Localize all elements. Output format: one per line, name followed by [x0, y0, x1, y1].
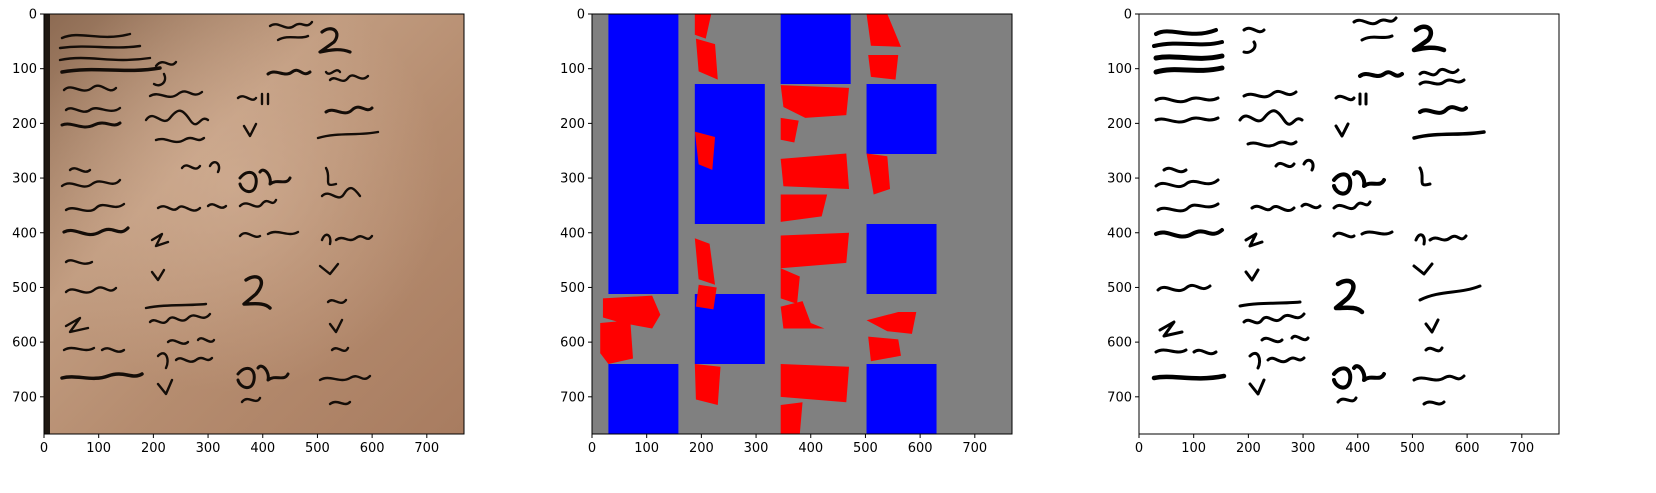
- photo-panel: [43, 13, 465, 435]
- y-tick-label: 100: [560, 62, 585, 77]
- y-tick-label: 500: [12, 281, 37, 296]
- red-region: [866, 14, 901, 47]
- red-region: [694, 14, 712, 39]
- y-tick-label: 700: [560, 390, 585, 405]
- red-region: [694, 238, 716, 285]
- y-tick-label: 500: [560, 281, 585, 296]
- red-region: [780, 268, 800, 304]
- blue-region: [866, 84, 937, 154]
- x-tick-label: 500: [1400, 441, 1425, 456]
- red-region: [694, 131, 716, 170]
- y-tick-label: 700: [1107, 390, 1132, 405]
- x-tick-label: 300: [196, 441, 221, 456]
- x-tick-label: 200: [1236, 441, 1261, 456]
- red-region: [780, 153, 850, 189]
- y-tick-label: 600: [560, 336, 585, 351]
- x-tick-label: 300: [1291, 441, 1316, 456]
- blue-region: [866, 224, 937, 294]
- red-region: [780, 402, 803, 434]
- binary-panel: [1138, 13, 1560, 435]
- red-region: [695, 284, 717, 310]
- x-tick-label: 100: [634, 441, 659, 456]
- y-tick-label: 0: [29, 8, 37, 23]
- x-tick-label: 600: [1455, 441, 1480, 456]
- x-tick-label: 100: [1181, 441, 1206, 456]
- blue-region: [608, 14, 679, 294]
- x-tick-label: 200: [689, 441, 714, 456]
- y-tick-label: 300: [12, 172, 37, 187]
- blue-region: [866, 364, 937, 434]
- x-tick-label: 500: [305, 441, 330, 456]
- x-tick-label: 600: [360, 441, 385, 456]
- blue-region: [780, 14, 851, 84]
- red-region: [780, 85, 850, 118]
- blue-region: [608, 364, 679, 434]
- red-region: [600, 320, 634, 364]
- y-tick-label: 400: [560, 226, 585, 241]
- red-region: [780, 301, 825, 329]
- x-tick-label: 0: [588, 441, 596, 456]
- axis-ticks: 0 100 200 300 400 500 600 700 0 100 200 300 400 500 60…: [12, 8, 1534, 457]
- y-tick-label: 700: [12, 390, 37, 405]
- x-tick-label: 400: [798, 441, 823, 456]
- y-tick-label: 400: [1107, 226, 1132, 241]
- y-tick-label: 200: [560, 117, 585, 132]
- y-tick-label: 100: [1107, 62, 1132, 77]
- red-region: [602, 295, 661, 329]
- y-tick-label: 200: [12, 117, 37, 132]
- x-tick-label: 200: [141, 441, 166, 456]
- y-tick-label: 500: [1107, 281, 1132, 296]
- mask-panel: [591, 13, 1013, 435]
- y-tick-label: 400: [12, 226, 37, 241]
- x-tick-label: 0: [1135, 441, 1143, 456]
- y-tick-label: 300: [560, 172, 585, 187]
- y-tick-label: 200: [1107, 117, 1132, 132]
- red-region: [694, 364, 721, 406]
- y-tick-label: 600: [12, 336, 37, 351]
- red-region: [695, 38, 718, 80]
- y-tick-label: 0: [1124, 8, 1132, 23]
- handwriting-binary: [1151, 16, 1486, 406]
- y-tick-label: 600: [1107, 336, 1132, 351]
- red-region: [780, 117, 799, 143]
- x-tick-label: 700: [1509, 441, 1534, 456]
- x-tick-label: 100: [86, 441, 111, 456]
- x-tick-label: 400: [1345, 441, 1370, 456]
- x-tick-label: 300: [744, 441, 769, 456]
- red-region: [868, 55, 899, 80]
- red-regions: [600, 14, 917, 434]
- handwriting-photo: [58, 20, 380, 406]
- red-region: [780, 364, 850, 403]
- x-tick-label: 600: [908, 441, 933, 456]
- x-tick-label: 400: [250, 441, 275, 456]
- dark-edge: [44, 14, 50, 434]
- x-tick-label: 0: [40, 441, 48, 456]
- red-region: [780, 194, 828, 222]
- red-region: [866, 153, 891, 195]
- red-region: [780, 232, 850, 269]
- x-tick-label: 500: [853, 441, 878, 456]
- blue-regions: [608, 14, 937, 434]
- red-region: [866, 312, 917, 334]
- x-tick-label: 700: [414, 441, 439, 456]
- y-tick-label: 100: [12, 62, 37, 77]
- red-region: [868, 336, 901, 362]
- y-tick-label: 300: [1107, 172, 1132, 187]
- y-tick-label: 0: [577, 8, 585, 23]
- x-tick-label: 700: [962, 441, 987, 456]
